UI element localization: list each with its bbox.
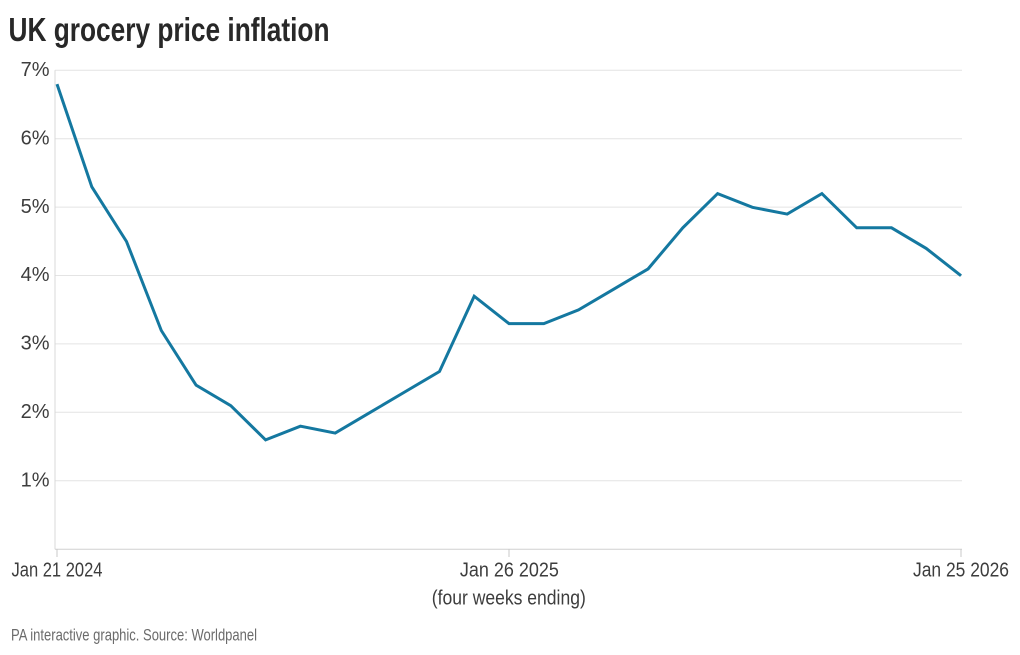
svg-text:3%: 3% xyxy=(21,333,50,355)
svg-text:Jan 26 2025: Jan 26 2025 xyxy=(460,560,559,582)
svg-text:PA interactive graphic. Source: PA interactive graphic. Source: Worldpan… xyxy=(11,625,257,644)
svg-text:6%: 6% xyxy=(21,127,50,149)
svg-text:2%: 2% xyxy=(21,401,50,423)
svg-text:Jan 25 2026: Jan 25 2026 xyxy=(913,560,1009,582)
svg-text:1%: 1% xyxy=(21,469,50,491)
svg-text:7%: 7% xyxy=(21,59,50,81)
svg-text:4%: 4% xyxy=(21,264,50,286)
svg-text:5%: 5% xyxy=(21,196,50,218)
svg-text:UK grocery price inflation: UK grocery price inflation xyxy=(9,11,330,48)
svg-text:(four weeks ending): (four weeks ending) xyxy=(432,588,586,610)
svg-text:Jan 21 2024: Jan 21 2024 xyxy=(12,560,103,582)
